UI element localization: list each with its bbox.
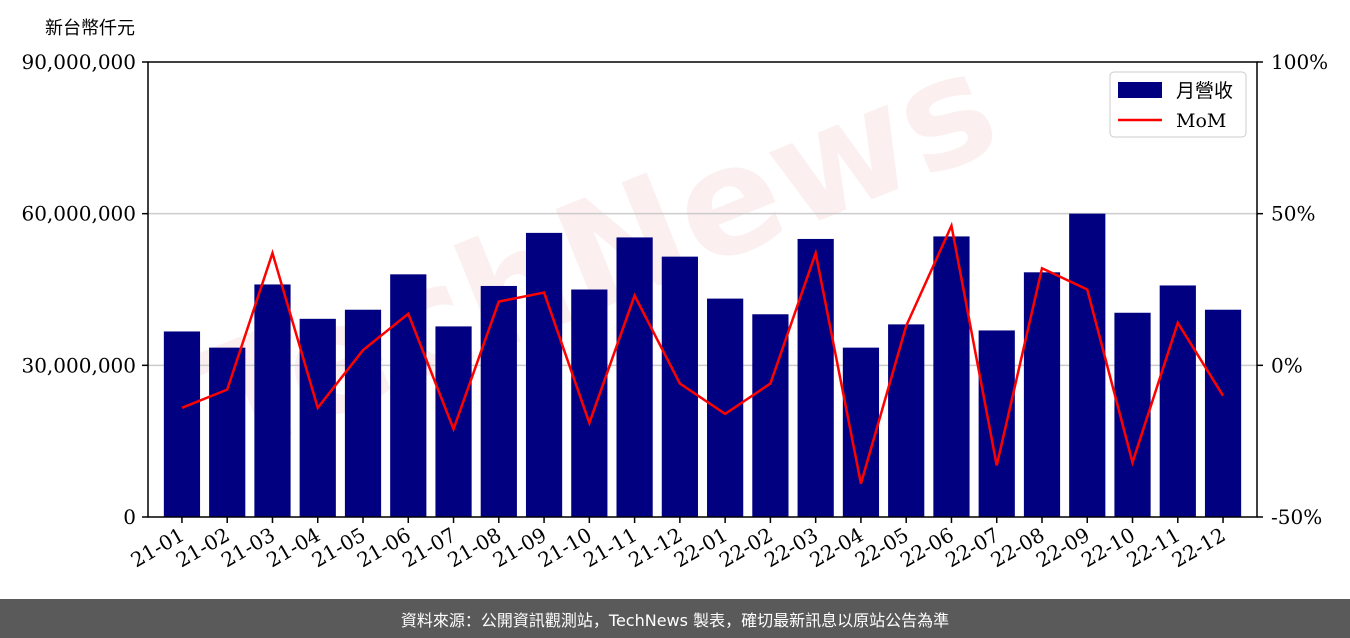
bar <box>979 330 1015 517</box>
chart: 0 30,000,000 60,000,000 90,000,000 -50% 0% 50%… <box>0 0 1350 600</box>
left-tick-label: 90,000,000 <box>21 50 136 74</box>
bar <box>933 236 969 517</box>
legend-label-mom: MoM <box>1176 110 1226 132</box>
bar <box>662 257 698 517</box>
right-tick-label: -50% <box>1271 505 1322 529</box>
left-tick-label: 0 <box>123 505 136 529</box>
bar <box>798 239 834 517</box>
bar <box>435 326 471 517</box>
bar <box>526 233 562 517</box>
bar <box>164 331 200 517</box>
source-footer: 資料來源：公開資訊觀測站，TechNews 製表，確切最新訊息以原站公告為準 <box>0 599 1350 638</box>
bar <box>707 299 743 517</box>
x-tick-label: 22-12 <box>1168 523 1230 573</box>
left-tick-label: 30,000,000 <box>21 353 136 377</box>
legend-label-revenue: 月營收 <box>1176 80 1233 102</box>
bar <box>254 284 290 517</box>
bar <box>888 324 924 517</box>
bar <box>1024 272 1060 517</box>
bar <box>843 348 879 517</box>
right-tick-label: 0% <box>1271 353 1303 377</box>
legend-swatch-bar <box>1118 82 1162 98</box>
bar <box>481 286 517 517</box>
bar <box>390 274 426 517</box>
left-tick-label: 60,000,000 <box>21 202 136 226</box>
bar <box>1205 310 1241 517</box>
bar <box>571 290 607 518</box>
bar <box>1069 214 1105 517</box>
bar <box>209 348 245 517</box>
right-tick-label: 100% <box>1271 50 1328 74</box>
bar <box>1160 285 1196 517</box>
bar <box>616 237 652 517</box>
bar <box>300 319 336 517</box>
mom-line <box>182 226 1223 484</box>
right-tick-label: 50% <box>1271 202 1315 226</box>
